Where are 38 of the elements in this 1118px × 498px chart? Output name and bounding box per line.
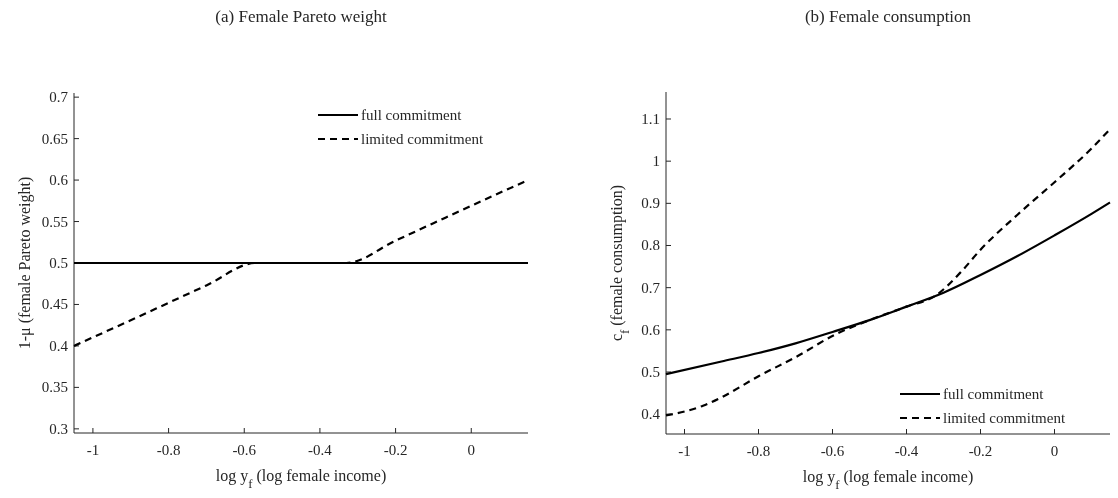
- chart-title: (b) Female consumption: [804, 7, 972, 26]
- legend-label: full commitment: [943, 386, 1045, 402]
- x-tick-label: -1: [86, 442, 100, 458]
- x-tick-label: -0.4: [894, 443, 919, 459]
- y-tick-label: 0.5: [641, 364, 660, 381]
- x-tick-label: 0: [1050, 443, 1059, 459]
- y-tick-label: 1.1: [641, 110, 660, 127]
- x-tick-label: -0.2: [968, 443, 993, 459]
- x-tick-label: -0.6: [820, 443, 845, 459]
- x-tick-label: -0.2: [383, 442, 408, 458]
- chart-title: (a) Female Pareto weight: [215, 7, 387, 26]
- x-axis-title: log y$_{f}$ (log female income): [802, 468, 974, 492]
- y-tick-label: 0.7: [641, 279, 661, 296]
- legend-label: limited commitment: [943, 410, 1066, 426]
- x-tick-label: 0: [467, 442, 475, 458]
- legend-label: limited commitment: [361, 131, 484, 147]
- y-tick-label: 0.7: [49, 89, 69, 106]
- x-tick-label: -0.4: [308, 442, 333, 458]
- y-tick-label: 0.65: [41, 130, 68, 147]
- x-tick-label: -0.8: [746, 443, 771, 459]
- x-axis-title: log y$_{f}$ (log female income): [215, 467, 387, 491]
- y-tick-label: 0.6: [49, 172, 69, 189]
- y-tick-label: 0.4: [49, 337, 69, 354]
- y-axis-title: 1-μ (female Pareto weight): [16, 176, 34, 350]
- y-tick-label: 1: [652, 153, 660, 170]
- y-tick-label: 0.6: [641, 321, 661, 338]
- y-tick-label: 0.3: [49, 420, 68, 437]
- y-tick-label: 0.45: [41, 296, 68, 313]
- x-tick-label: -1: [678, 443, 691, 459]
- x-tick-label: -0.6: [232, 442, 257, 458]
- y-tick-label: 0.9: [641, 195, 660, 212]
- y-tick-label: 0.8: [641, 237, 660, 254]
- x-tick-label: -0.8: [156, 442, 181, 458]
- y-tick-label: 0.35: [41, 379, 68, 396]
- y-tick-label: 0.4: [641, 406, 661, 423]
- y-tick-label: 0.55: [41, 213, 68, 230]
- legend-label: full commitment: [361, 107, 463, 123]
- y-tick-label: 0.5: [49, 255, 68, 271]
